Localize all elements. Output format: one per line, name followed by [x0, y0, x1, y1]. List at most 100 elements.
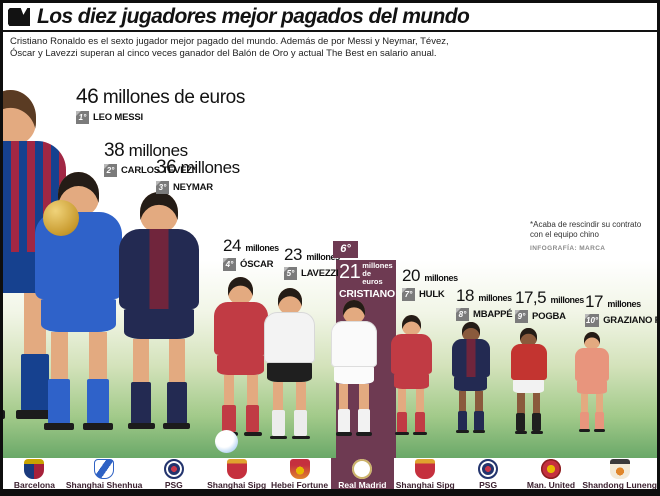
salary-amount: 36 millones [156, 157, 240, 178]
club-cell-shanghai-sipg-1: Shanghai Sipg [205, 458, 268, 489]
player-figure-hulk [391, 315, 432, 436]
real-madrid-crest-icon [352, 459, 373, 479]
figure-legs [127, 338, 191, 430]
shanghai-sipg-crest-icon [415, 459, 436, 479]
rank-badge-2: 2° [104, 164, 117, 177]
infographic-credit: INFOGRAFÍA: MARCA [530, 245, 606, 252]
rank-badge-3: 3° [156, 181, 169, 194]
barcelona-crest-icon [24, 459, 45, 479]
player-name: LEO MESSI [93, 112, 143, 123]
footnote-line-1: *Acaba de rescindir su contrato [530, 220, 642, 229]
salary-amount: 21 millones de euros [339, 261, 393, 286]
figure-legs [219, 375, 262, 436]
football-icon [215, 430, 238, 453]
shanghai-shenhua-crest-icon [94, 459, 115, 479]
intro-text: Cristiano Ronaldo es el sexto jugador me… [10, 36, 449, 59]
player-name-row: 5° LAVEZZI [284, 267, 340, 280]
figure-legs [3, 293, 55, 419]
figure-shorts [393, 374, 429, 390]
header: Los diez jugadores mejor pagados del mun… [8, 5, 470, 29]
footnote: *Acaba de rescindir su contrato con el e… [530, 220, 655, 254]
player-name: LAVEZZI [301, 268, 339, 279]
player-figure-neymar [119, 192, 199, 430]
rank-badge-10: 10° [585, 314, 600, 327]
player-figure-oscar [214, 277, 268, 436]
club-cell-psg-2: PSG [457, 458, 520, 489]
figure-shorts [217, 355, 265, 376]
figure-head [583, 332, 600, 349]
salary-amount: 46 millones de euros [76, 85, 245, 108]
salary-label-pelle: 17 millones 10°GRAZIANO PELLÈ [585, 292, 657, 327]
club-cell-barcelona: Barcelona [3, 458, 66, 489]
player-figure-mbappe [452, 322, 490, 434]
rank-badge-5: 5° [284, 267, 297, 280]
salary-label-messi: 46 millones de euros 1° LEO MESSI [76, 85, 245, 124]
page-title: Los diez jugadores mejor pagados del mun… [37, 5, 470, 28]
player-name-row: 2° CARLOS TÉVEZ* [104, 164, 196, 177]
player-name: MBAPPÉ [473, 309, 513, 320]
figure-head [228, 277, 254, 304]
figure-shirt [214, 301, 268, 356]
psg-crest-icon [478, 459, 499, 479]
shanghai-sipg-crest-icon [226, 459, 247, 479]
header-divider [3, 30, 657, 32]
figure-shirt [119, 228, 199, 309]
club-cell-shandong-luneng: Shandong Luneng [582, 458, 657, 489]
figure-legs [578, 393, 605, 433]
player-figure-pogba [511, 328, 547, 434]
salary-label-lavezzi: 23 millones 5° LAVEZZI [284, 245, 340, 280]
player-figure-cristiano [331, 300, 377, 436]
rank-badge-1: 1° [76, 111, 89, 124]
figure-shirt [264, 311, 316, 363]
figure-shorts [267, 362, 312, 382]
intro-line-1: Cristiano Ronaldo es el sexto jugador me… [10, 36, 449, 47]
figure-legs [44, 331, 114, 431]
salary-amount: 17,5 millones [515, 288, 584, 307]
club-cell-shanghai-shenhua: Shanghai Shenhua [66, 458, 142, 489]
salary-label-tevez: 38 millones 2° CARLOS TÉVEZ* [104, 140, 196, 177]
salary-label-pogba: 17,5 millones 9° POGBA [515, 288, 584, 323]
figure-shorts [577, 381, 607, 394]
psg-crest-icon [163, 459, 184, 479]
player-name-row: 9° POGBA [515, 310, 584, 323]
club-cell-real-madrid: Real Madrid [330, 458, 394, 489]
salary-label-mbappe: 18 millones 8° MBAPPÉ [456, 286, 513, 321]
salary-amount: 17 millones [585, 292, 641, 311]
salary-label-hulk: 20 millones 7° HULK [402, 266, 458, 301]
figure-head [277, 288, 302, 314]
figure-shorts [454, 376, 488, 391]
figure-shirt [452, 339, 490, 377]
figure-head [343, 300, 365, 323]
figure-shorts [513, 380, 545, 394]
rank-badge-7: 7° [402, 288, 415, 301]
figure-shirt [331, 321, 377, 368]
marca-bug-icon [8, 8, 30, 26]
salary-amount: 24 millones [223, 236, 279, 255]
figure-head [140, 192, 178, 232]
player-name-row: 8° MBAPPÉ [456, 308, 513, 321]
player-name: NEYMAR [173, 182, 213, 193]
player-name-row: 7° HULK [402, 288, 458, 301]
club-cell-man-united: Man. United [520, 458, 583, 489]
player-name: CARLOS TÉVEZ* [121, 165, 196, 176]
player-name-row: 4° ÓSCAR [223, 258, 279, 271]
figure-shirt [391, 333, 432, 375]
salary-amount: 23 millones [284, 245, 340, 264]
footnote-line-2: con el equipo chino [530, 230, 599, 239]
salary-label-oscar: 24 millones 4° ÓSCAR [223, 236, 279, 271]
rank-badge-9: 9° [515, 310, 528, 323]
figure-legs [456, 390, 485, 434]
club-cell-hebei-fortune: Hebei Fortune [268, 458, 331, 489]
golden-ball-icon [43, 200, 79, 236]
salary-amount: 18 millones [456, 286, 512, 305]
figure-shorts [40, 299, 117, 332]
club-cell-shanghai-sipg-2: Shanghai Sipg [394, 458, 457, 489]
rank-badge-6: 6° [333, 241, 358, 258]
salary-label-neymar: 36 millones 3° NEYMAR [156, 157, 240, 194]
figure-legs [395, 389, 428, 436]
hebei-fortune-crest-icon [289, 459, 310, 479]
player-name: GRAZIANO PELLÈ [603, 315, 657, 326]
figure-head [3, 90, 37, 146]
player-name: ÓSCAR [240, 259, 274, 270]
